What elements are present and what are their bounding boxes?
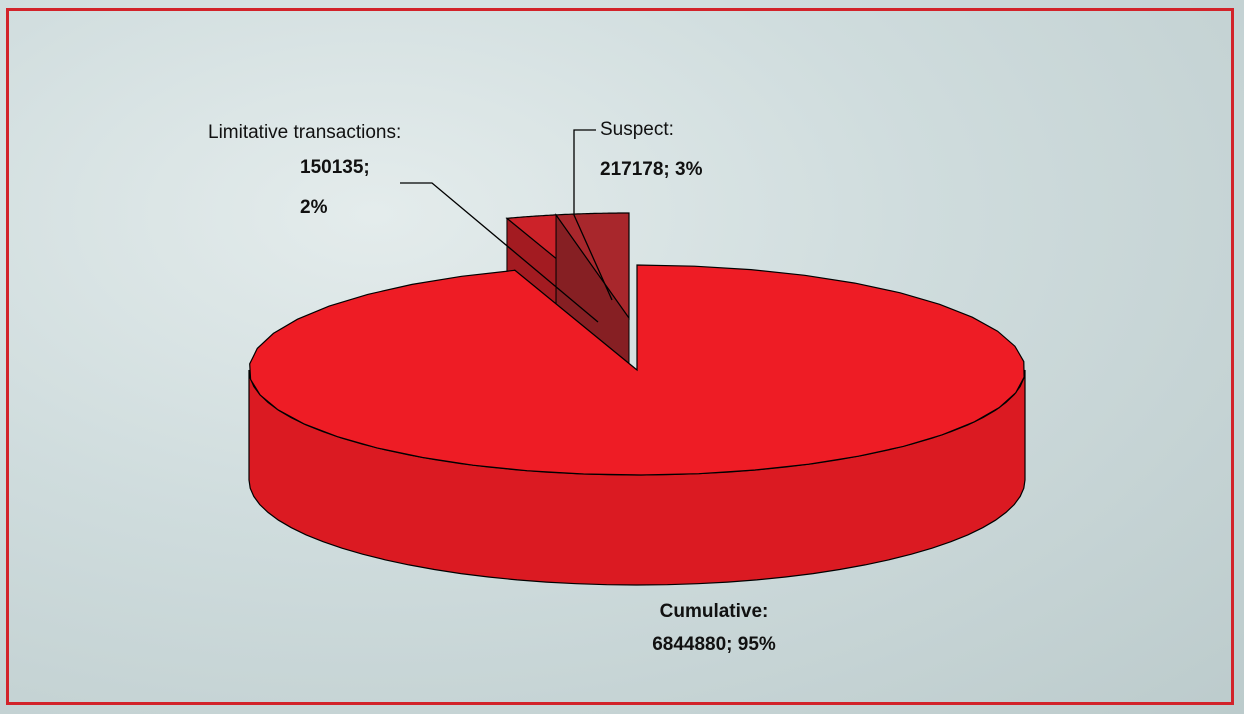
slice-label: Limitative transactions: [208,122,402,143]
slice-top [249,264,1025,476]
leader-line [573,129,613,301]
value-label: 6844880; 95% [652,634,776,655]
slice-label: Cumulative: [659,601,769,622]
value-label: 217178; 3% [600,159,703,180]
frame [6,8,1234,705]
leader-line [400,182,599,323]
value-label: 150135; 2% [300,157,370,218]
slice-top [554,212,630,320]
slice-label: Suspect: [600,119,674,140]
